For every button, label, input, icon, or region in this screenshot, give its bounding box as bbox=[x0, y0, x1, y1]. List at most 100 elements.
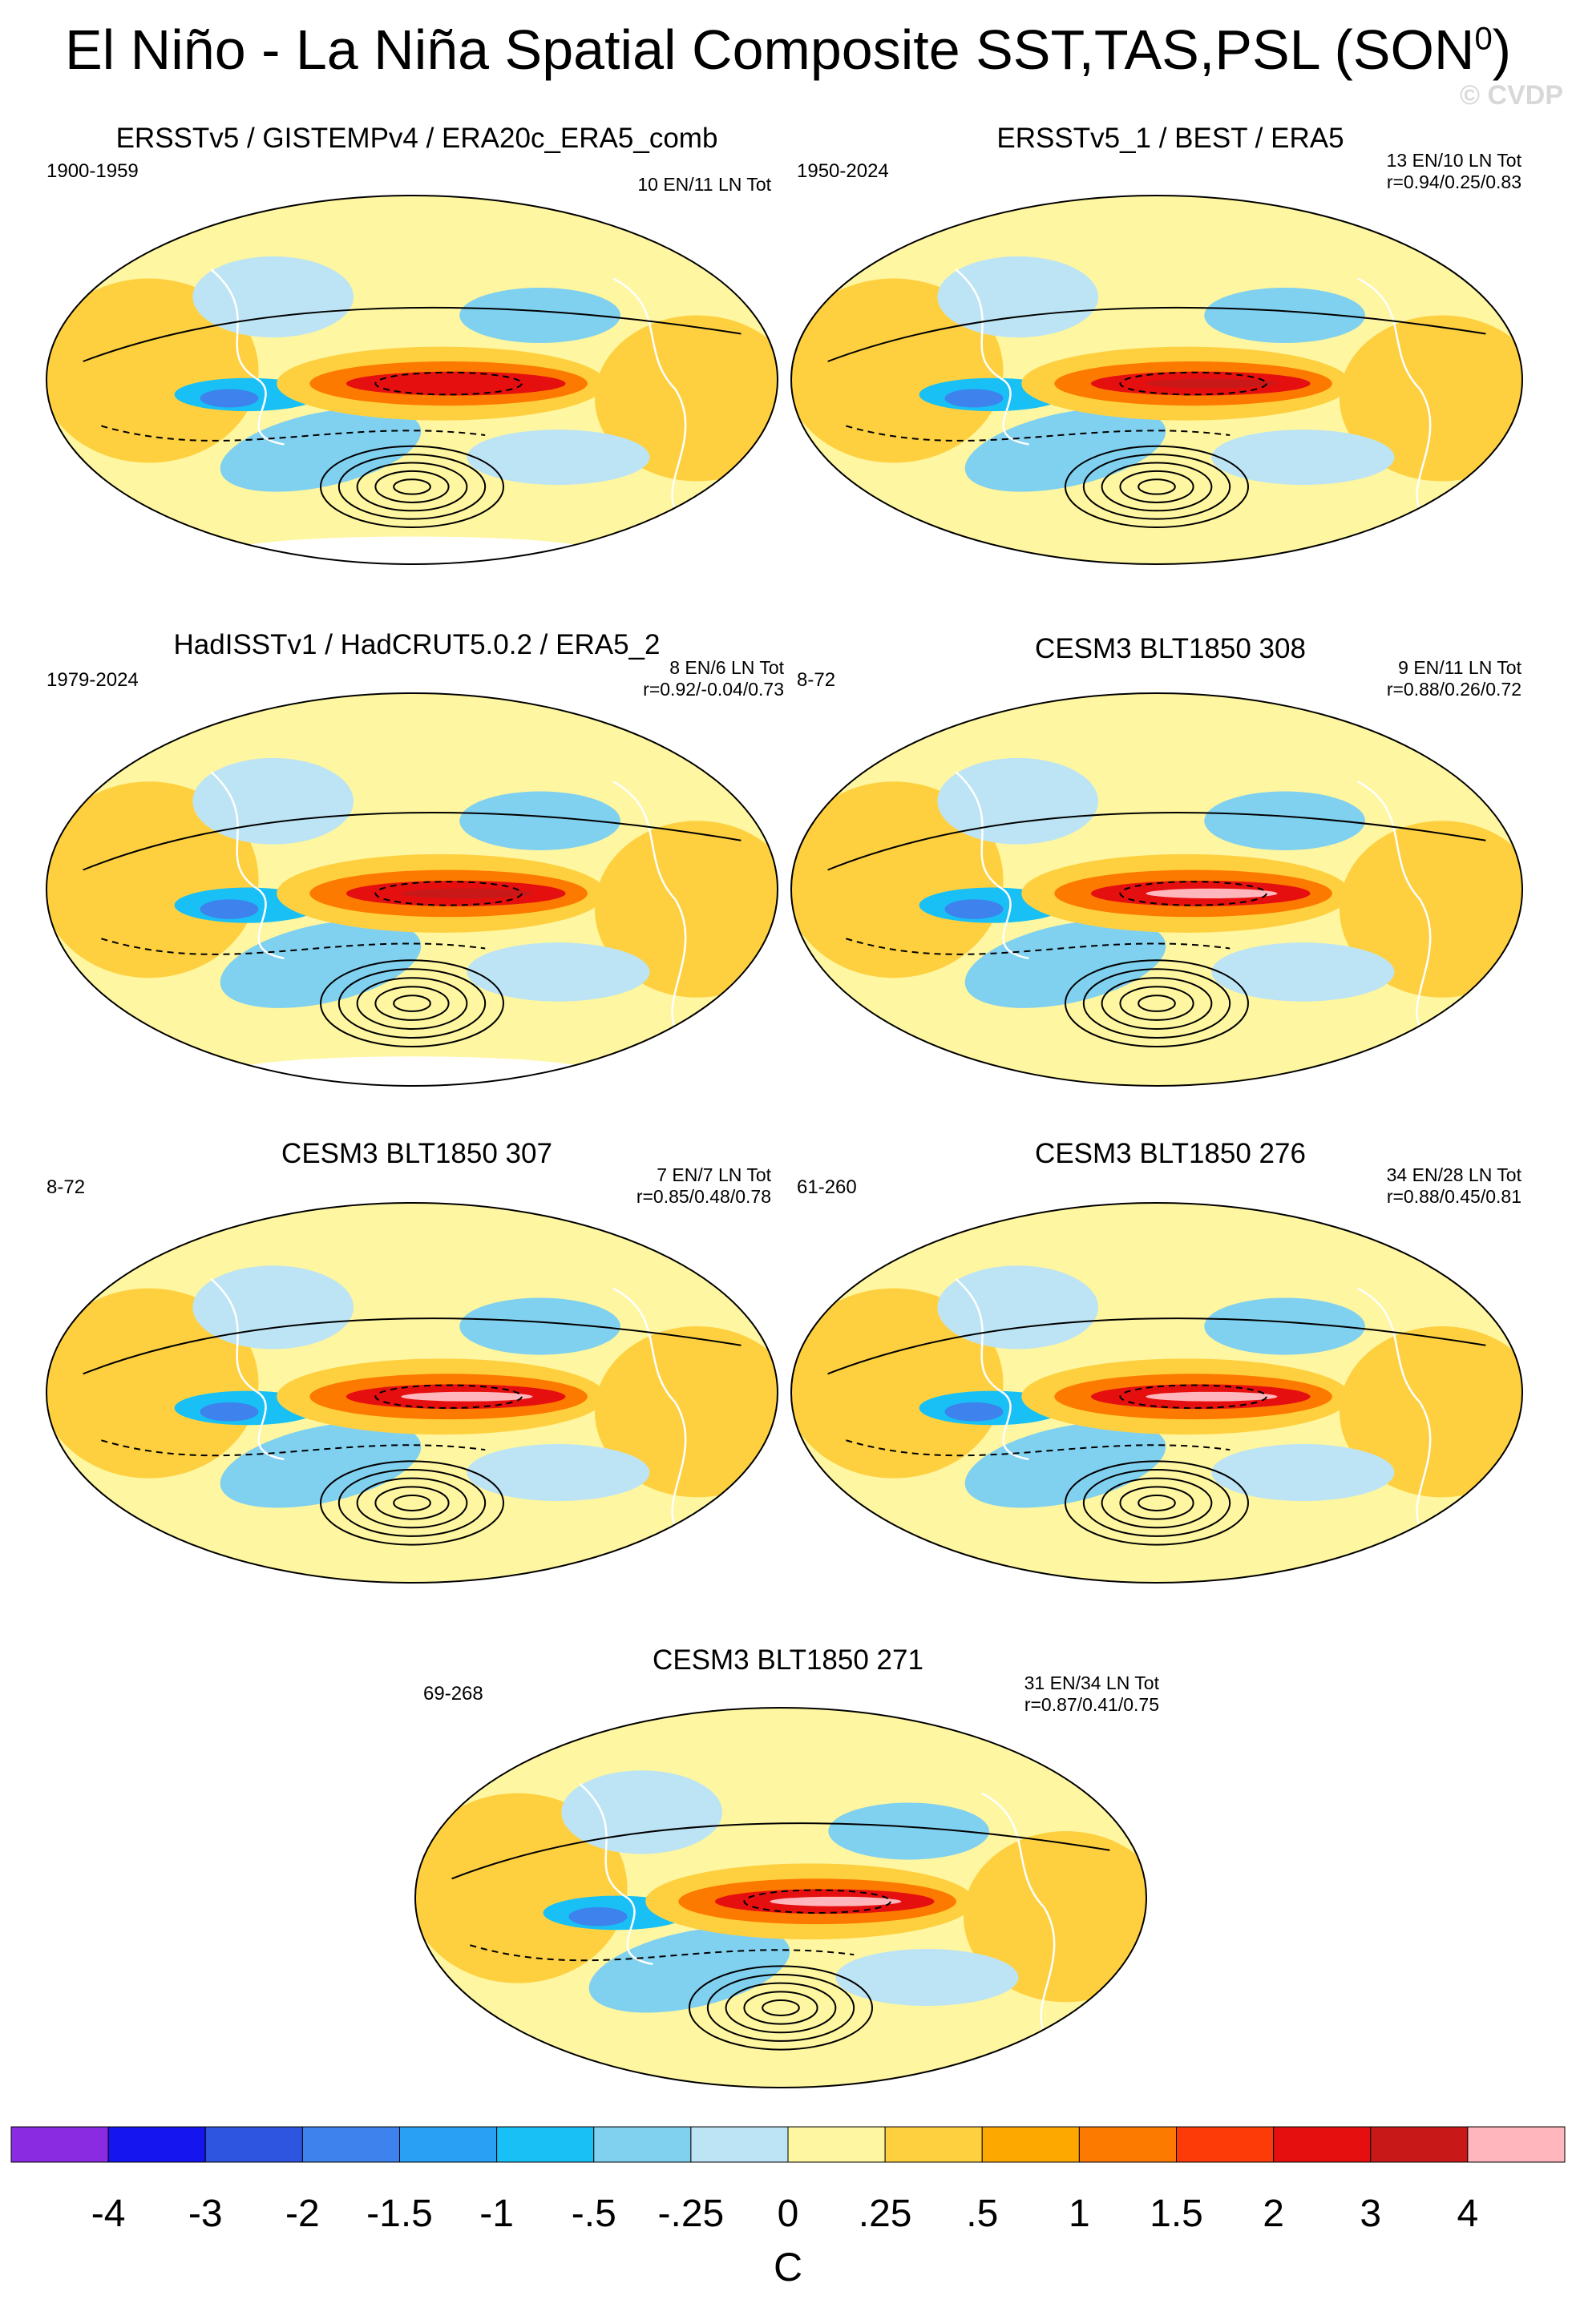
panel-7-stat-line1: 31 EN/34 LN Tot bbox=[1024, 1672, 1159, 1693]
panel-5-psl-contour-south-dashed bbox=[101, 1439, 486, 1457]
colorbar-cell bbox=[787, 2126, 886, 2163]
panel-1-psl-contour-high bbox=[374, 470, 450, 503]
panel-6-tongue-peak bbox=[1146, 1391, 1278, 1402]
panel-2-tongue-peak bbox=[1146, 378, 1278, 389]
panel-3-stat-line2: r=0.92/-0.04/0.73 bbox=[643, 679, 784, 700]
panel-2-psl-contour-high bbox=[1101, 462, 1213, 512]
panel-7-cool-se bbox=[835, 1948, 1019, 2007]
panel-1-cool-ne bbox=[459, 288, 620, 343]
panel-1-missing-data bbox=[229, 536, 595, 564]
panel-1-tongue-peak bbox=[401, 378, 533, 389]
panel-6-cool-se bbox=[1211, 1443, 1395, 1502]
panel-7-coastline-americas bbox=[981, 1792, 1056, 2031]
colorbar-tick-label: 4 bbox=[1457, 2193, 1479, 2235]
panel-5-map bbox=[46, 1203, 778, 1583]
colorbar-tick-label: .5 bbox=[966, 2193, 999, 2235]
panel-4-stat-line1: 9 EN/11 LN Tot bbox=[1398, 657, 1521, 678]
colorbar-tick-label: 0 bbox=[777, 2193, 799, 2235]
panel-3-psl-contour-north bbox=[83, 812, 742, 871]
panel-2-psl-contour-high bbox=[1138, 478, 1176, 495]
panel-7-psl-contour-high bbox=[743, 1991, 818, 2025]
panel-4-cool-ne bbox=[1204, 791, 1365, 850]
panel-5-psl-contour-dashed bbox=[374, 1384, 523, 1409]
panel-2-map bbox=[791, 196, 1522, 564]
panel-1-psl-contour-high bbox=[337, 454, 487, 520]
panel-4-cool-core bbox=[944, 899, 1004, 919]
panel-3-tongue-peak bbox=[401, 888, 533, 899]
colorbar-tick-label: -1 bbox=[479, 2193, 514, 2235]
panel-4-psl-contour-high bbox=[1138, 995, 1176, 1012]
panel-7-years: 69-268 bbox=[423, 1683, 483, 1705]
panel-3-psl-contour-south-dashed bbox=[101, 938, 486, 955]
panel-4-stat-line2: r=0.88/0.26/0.72 bbox=[1386, 679, 1521, 700]
panel-7-psl-contour-high bbox=[762, 1999, 800, 2016]
panel-6-warm-region-west bbox=[791, 1288, 1004, 1479]
panel-6-psl-contour-high bbox=[1119, 1486, 1194, 1520]
credit-watermark: © CVDP bbox=[1460, 80, 1563, 111]
panel-1-stat-line1: 10 EN/11 LN Tot bbox=[637, 174, 771, 195]
colorbar-tick-label: -.25 bbox=[657, 2193, 725, 2235]
panel-6-psl-contour-high bbox=[1082, 1468, 1231, 1537]
panel-1-cool-se bbox=[467, 430, 650, 486]
panel-5-map-border bbox=[46, 1202, 778, 1584]
panel-5-tongue-peak bbox=[401, 1391, 533, 1402]
panel-1-psl-contour-high bbox=[356, 462, 468, 512]
panel-7-psl-contour-south-dashed bbox=[470, 1944, 855, 1962]
panel-4-psl-contour-high bbox=[1082, 968, 1231, 1039]
panel-2-cool-ne bbox=[1204, 288, 1365, 343]
panel-7-warm-region-east bbox=[964, 1831, 1146, 2003]
panel-4-psl-contour-dashed bbox=[1119, 881, 1267, 906]
colorbar-cell bbox=[399, 2126, 498, 2163]
panel-3-map bbox=[46, 693, 778, 1086]
panel-2-warm-region-east bbox=[1340, 315, 1522, 482]
panel-5-cool-nw bbox=[192, 1265, 354, 1350]
panel-5-warm-region-east bbox=[595, 1326, 778, 1498]
panel-7-psl-contour-high bbox=[689, 1965, 873, 2051]
panel-1-warm-region-east bbox=[595, 315, 778, 482]
panel-1-map bbox=[46, 196, 778, 564]
panel-3-psl-contour-high bbox=[393, 995, 431, 1012]
panel-3-psl-contour-dashed bbox=[374, 881, 523, 906]
panel-3-map-border bbox=[46, 692, 778, 1087]
panel-4-psl-contour-high bbox=[1119, 986, 1194, 1021]
panel-5-psl-contour-north bbox=[83, 1317, 742, 1375]
panel-5-stat-line1: 7 EN/7 LN Tot bbox=[657, 1164, 771, 1185]
panel-6-map bbox=[791, 1203, 1522, 1583]
panel-1-psl-contour-high bbox=[320, 445, 504, 529]
panel-6-stat-line1: 34 EN/28 LN Tot bbox=[1386, 1164, 1521, 1185]
panel-6-years: 61-260 bbox=[797, 1176, 857, 1198]
panel-2-coastline-asia bbox=[955, 268, 1029, 446]
panel-5-stat-line2: r=0.85/0.48/0.78 bbox=[636, 1186, 771, 1207]
panel-6-psl-contour-south-dashed bbox=[846, 1439, 1230, 1457]
colorbar-cell bbox=[496, 2126, 595, 2163]
title-close: ) bbox=[1492, 18, 1512, 81]
colorbar-tick-label: 1.5 bbox=[1150, 2193, 1203, 2235]
panel-3-cool-core bbox=[200, 899, 259, 919]
panel-5-psl-contour-high bbox=[393, 1494, 431, 1511]
panel-5-psl-contour-high bbox=[356, 1477, 468, 1529]
panel-7-title: CESM3 BLT1850 271 bbox=[653, 1644, 923, 1676]
colorbar-cell bbox=[884, 2126, 983, 2163]
panel-3-psl-contour-high bbox=[337, 968, 487, 1039]
panel-5-title: CESM3 BLT1850 307 bbox=[281, 1138, 552, 1169]
panel-6-cool-nw bbox=[937, 1265, 1099, 1350]
panel-6-map-border bbox=[790, 1202, 1523, 1584]
panel-2-cool-nw bbox=[937, 256, 1099, 338]
panel-5-cool-core bbox=[200, 1402, 259, 1422]
panel-2-years: 1950-2024 bbox=[797, 160, 889, 182]
panel-7-stat-line2: r=0.87/0.41/0.75 bbox=[1024, 1694, 1159, 1715]
colorbar-tick-label: 3 bbox=[1360, 2193, 1382, 2235]
panel-6-cool-ne bbox=[1204, 1297, 1365, 1355]
panel-4-cool-se bbox=[1211, 942, 1395, 1002]
panel-4-warm-region-east bbox=[1340, 821, 1522, 998]
panel-3-coastline-americas bbox=[612, 781, 687, 1028]
panel-3-missing-data bbox=[229, 1056, 595, 1086]
panel-4-psl-contour-south-dashed bbox=[846, 938, 1230, 955]
panel-7-warm-region-west bbox=[415, 1793, 628, 1983]
panel-2-cool-se bbox=[1211, 430, 1395, 486]
panel-2-coastline-americas bbox=[1357, 277, 1432, 510]
panel-6-title: CESM3 BLT1850 276 bbox=[1035, 1138, 1306, 1169]
panel-2-warm-region-west bbox=[791, 278, 1004, 463]
panel-3-cool-se bbox=[467, 942, 650, 1002]
panel-2-stat-line2: r=0.94/0.25/0.83 bbox=[1386, 171, 1521, 192]
